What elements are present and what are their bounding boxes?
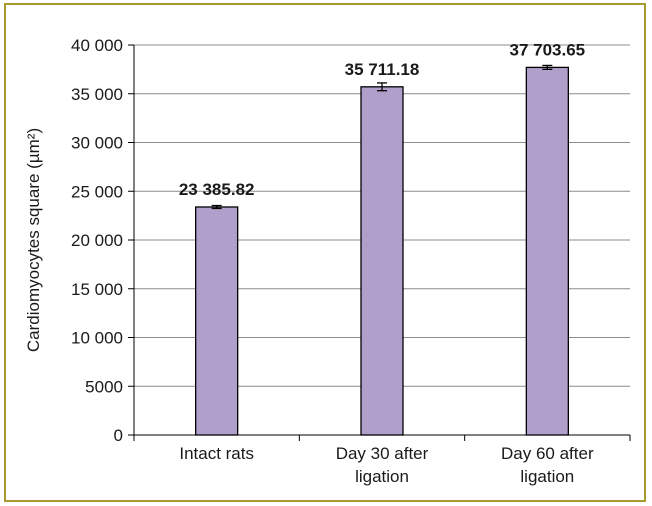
bar [195,206,239,436]
x-category-label: ligation [520,467,574,486]
x-category-label: ligation [355,467,409,486]
x-category-label: Day 60 after [501,444,594,463]
bar-layer [195,64,569,436]
value-label: 35 711.18 [345,60,420,79]
x-category-label: Day 30 after [336,444,429,463]
y-tick-label: 10 000 [71,329,123,348]
y-tick-label: 5000 [85,377,123,396]
value-label: 23 385.82 [179,180,255,199]
value-label: 37 703.65 [510,40,586,59]
y-tick-label: 40 000 [71,36,123,55]
label-layer: 0 5000 10 000 15 000 20 000 25 000 30 000 35 00… [71,36,594,486]
y-tick-label: 20 000 [71,231,123,250]
y-tick-label: 35 000 [71,85,123,104]
axis-layer [128,44,631,441]
y-tick-label: 30 000 [71,134,123,153]
y-axis-label: Cardiomyocytes square (µm²) [24,128,43,352]
y-tick-label: 25 000 [71,182,123,201]
bar [525,66,569,436]
y-tick-label: 15 000 [71,280,123,299]
x-category-label: Intact rats [179,444,254,463]
y-tick-label: 0 [114,426,123,445]
bar [360,86,404,436]
